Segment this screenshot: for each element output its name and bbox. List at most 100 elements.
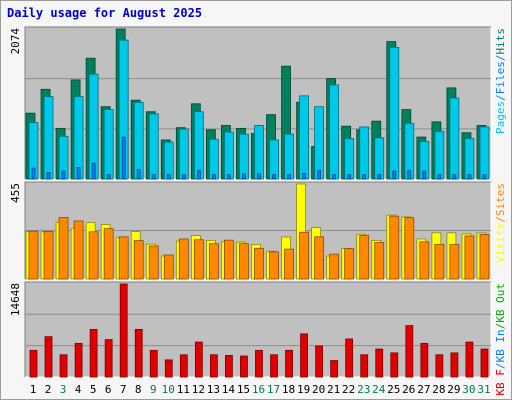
bar-files-day-12 bbox=[196, 169, 201, 180]
series-legend: KB F/KB In/KB Out bbox=[494, 283, 507, 396]
bar-kb-f-day-26 bbox=[405, 325, 414, 378]
bar-files-day-13 bbox=[211, 174, 216, 180]
bar-kb-f-day-1 bbox=[29, 349, 38, 378]
bar-sites-day-24 bbox=[374, 242, 385, 280]
bar-sites-day-20 bbox=[314, 236, 325, 280]
bar-sites-day-9 bbox=[148, 245, 159, 280]
bar-kb-f-day-12 bbox=[194, 341, 203, 378]
x-tick-label: 4 bbox=[75, 383, 82, 396]
bar-files-day-20 bbox=[317, 169, 322, 180]
bar-files-day-24 bbox=[377, 174, 382, 180]
bar-files-day-14 bbox=[227, 174, 231, 180]
bar-kb-f-day-16 bbox=[255, 349, 263, 378]
bar-kb-f-day-23 bbox=[360, 354, 369, 378]
bar-files-day-3 bbox=[61, 170, 66, 180]
bar-files-day-25 bbox=[392, 170, 397, 180]
bar-sites-day-29 bbox=[449, 244, 460, 280]
x-tick-label: 5 bbox=[90, 383, 97, 396]
bar-kb-f-day-3 bbox=[59, 354, 68, 378]
bar-sites-day-30 bbox=[464, 235, 475, 280]
x-tick-label: 1 bbox=[30, 383, 37, 396]
bar-files-day-23 bbox=[362, 174, 367, 180]
bar-sites-day-13 bbox=[208, 243, 219, 280]
legend-entry: / bbox=[494, 323, 507, 330]
bar-kb-f-day-28 bbox=[435, 354, 444, 378]
bar-sites-day-5 bbox=[88, 231, 99, 280]
x-tick-label: 20 bbox=[312, 383, 325, 396]
bar-pages-day-18 bbox=[284, 133, 294, 180]
bar-kb-f-day-7 bbox=[119, 283, 128, 378]
bar-kb-f-day-24 bbox=[375, 348, 384, 378]
legend-entry: / bbox=[494, 216, 507, 223]
bar-pages-day-25 bbox=[389, 46, 400, 180]
bar-pages-day-29 bbox=[449, 97, 460, 180]
bar-sites-day-1 bbox=[28, 230, 39, 280]
bar-files-day-2 bbox=[46, 172, 51, 180]
legend-entry: KB F bbox=[494, 369, 507, 396]
bar-files-day-1 bbox=[31, 167, 36, 180]
bar-sites-day-14 bbox=[224, 239, 234, 280]
bar-pages-day-15 bbox=[239, 133, 249, 180]
x-tick-label: 30 bbox=[462, 383, 475, 396]
x-tick-label: 14 bbox=[222, 383, 236, 396]
x-tick-label: 28 bbox=[432, 383, 445, 396]
bar-files-day-5 bbox=[91, 162, 96, 180]
x-tick-label: 31 bbox=[477, 383, 490, 396]
bar-sites-day-11 bbox=[178, 238, 189, 280]
x-tick-label: 27 bbox=[417, 383, 430, 396]
bar-files-day-31 bbox=[482, 174, 487, 180]
bar-files-day-18 bbox=[287, 174, 291, 180]
legend-entry: KB Out bbox=[494, 283, 507, 323]
bar-kb-f-day-14 bbox=[225, 355, 233, 378]
legend-entry: Files bbox=[494, 61, 507, 94]
x-tick-label: 25 bbox=[387, 383, 400, 396]
bar-sites-day-23 bbox=[359, 235, 370, 280]
bar-kb-f-day-10 bbox=[164, 359, 173, 378]
bar-sites-day-2 bbox=[43, 230, 54, 280]
legend-entry: Sites bbox=[494, 183, 507, 216]
x-tick-label: 2 bbox=[45, 383, 52, 396]
bar-files-day-11 bbox=[181, 174, 186, 180]
bar-pages-day-2 bbox=[43, 96, 54, 180]
bar-files-day-15 bbox=[242, 173, 246, 180]
bar-pages-day-16 bbox=[254, 125, 264, 180]
bar-pages-day-20 bbox=[314, 106, 325, 180]
bar-sites-day-26 bbox=[404, 217, 415, 280]
bar-files-day-21 bbox=[332, 174, 337, 180]
bar-files-day-17 bbox=[272, 174, 276, 180]
bar-kb-f-day-15 bbox=[240, 355, 248, 378]
bar-kb-f-day-22 bbox=[345, 338, 354, 378]
bar-kb-f-day-18 bbox=[285, 349, 293, 378]
bar-kb-f-day-30 bbox=[465, 341, 474, 378]
bar-kb-f-day-13 bbox=[209, 354, 218, 378]
bar-files-day-6 bbox=[106, 174, 111, 180]
x-tick-label: 16 bbox=[252, 383, 265, 396]
bar-pages-day-17 bbox=[269, 139, 279, 180]
bar-pages-day-24 bbox=[374, 137, 385, 180]
chart-panel-2: 455 Visits/Sites bbox=[9, 181, 507, 280]
y-max-label: 2074 bbox=[9, 28, 22, 55]
x-tick-label: 29 bbox=[447, 383, 460, 396]
bar-sites-day-21 bbox=[329, 253, 340, 280]
bar-kb-f-day-6 bbox=[104, 339, 113, 378]
chart-title: Daily usage for August 2025 bbox=[7, 6, 202, 20]
x-tick-label: 13 bbox=[207, 383, 220, 396]
x-tick-label: 6 bbox=[105, 383, 112, 396]
x-tick-label: 24 bbox=[372, 383, 386, 396]
x-tick-label: 12 bbox=[192, 383, 205, 396]
bar-sites-day-10 bbox=[163, 254, 174, 280]
bar-pages-day-23 bbox=[359, 126, 370, 180]
bar-sites-day-12 bbox=[193, 239, 204, 280]
bar-pages-day-19 bbox=[299, 95, 309, 180]
x-tick-label: 7 bbox=[120, 383, 127, 396]
bar-sites-day-17 bbox=[269, 251, 279, 280]
bar-sites-day-16 bbox=[254, 247, 264, 280]
x-tick-label: 3 bbox=[60, 383, 67, 396]
bar-pages-day-22 bbox=[344, 138, 355, 180]
bar-sites-day-3 bbox=[58, 217, 69, 280]
bar-pages-day-9 bbox=[148, 113, 159, 180]
legend-entry: KB In bbox=[494, 329, 507, 362]
